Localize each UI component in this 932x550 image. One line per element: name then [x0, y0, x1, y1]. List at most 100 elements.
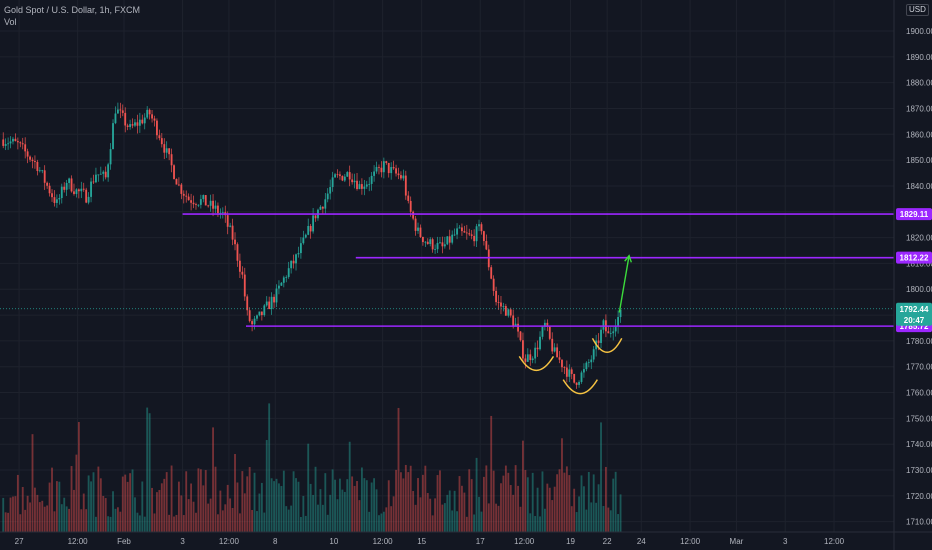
candle-body: [209, 200, 212, 206]
candle-body: [458, 227, 461, 229]
candle-body: [446, 236, 449, 245]
volume-bar: [156, 492, 158, 532]
candle-body: [46, 182, 49, 186]
candle-body: [73, 191, 75, 194]
volume-bar: [612, 478, 615, 532]
candle-body: [65, 182, 68, 190]
candle-body: [568, 369, 571, 377]
volume-bar: [163, 478, 166, 532]
volume-bar: [270, 478, 273, 532]
candle-body: [273, 296, 275, 303]
volume-bar: [490, 415, 493, 532]
candle-body: [517, 323, 519, 332]
volume-bar: [517, 485, 519, 532]
volume-bar: [187, 499, 190, 532]
price-tick-label: 1770.00: [906, 363, 932, 372]
horizontal-levels[interactable]: [0, 213, 894, 327]
candle-body: [204, 195, 207, 206]
volume-bar: [170, 465, 173, 532]
volume-bar: [121, 476, 124, 532]
candle-body: [29, 156, 31, 160]
candle-body: [180, 184, 183, 194]
volume-bar: [99, 478, 102, 532]
candle-body: [63, 186, 66, 190]
volume-bar: [180, 495, 183, 532]
candle-body: [500, 302, 502, 307]
candle-body: [580, 372, 583, 382]
candle-body: [197, 204, 200, 206]
time-tick-label: 27: [15, 537, 24, 546]
candle-body: [331, 177, 334, 188]
candle-body: [246, 296, 249, 311]
candle-body: [612, 331, 615, 334]
candle-body: [299, 243, 302, 254]
volume-bar: [458, 476, 461, 532]
volume-bar: [146, 407, 149, 532]
candle-body: [341, 175, 344, 181]
volume-bar: [563, 472, 566, 532]
volume-bar: [231, 507, 234, 532]
symbol-title[interactable]: Gold Spot / U.S. Dollar, 1h, FXCM: [4, 5, 141, 15]
candle-body: [570, 369, 573, 374]
candle-body: [177, 184, 180, 186]
time-tick-label: 12:00: [680, 537, 701, 546]
candle-body: [600, 329, 602, 343]
candle-body: [126, 125, 129, 127]
volume-bar: [343, 491, 346, 532]
volume-bar: [468, 469, 471, 532]
candle-body: [473, 235, 476, 242]
volume-bar: [209, 498, 212, 532]
currency-button[interactable]: USD: [906, 4, 929, 16]
volume-bar: [404, 464, 407, 532]
candle-body: [185, 195, 188, 197]
volume-bar: [131, 469, 134, 532]
volume-bar: [182, 515, 185, 532]
candle-body: [402, 175, 405, 179]
candle-body: [546, 322, 549, 327]
candle-body: [280, 282, 283, 286]
volume-bar: [282, 470, 285, 532]
candle-body: [585, 362, 588, 370]
candle-body: [512, 315, 515, 327]
time-tick-label: 19: [566, 537, 575, 546]
price-tick-label: 1750.00: [906, 414, 932, 423]
volume-bar: [500, 483, 502, 532]
candle-body: [448, 236, 451, 243]
candle-body: [285, 276, 288, 278]
volume-bar: [380, 513, 383, 532]
volume-bar: [387, 480, 390, 532]
volume-bar: [590, 502, 593, 532]
volume-bar: [417, 478, 419, 532]
candle-body: [502, 306, 505, 307]
candle-body: [551, 338, 554, 352]
price-tick-label: 1900.00: [906, 27, 932, 36]
candle-body: [302, 237, 305, 244]
candle-body: [43, 170, 46, 183]
volume-bar: [309, 483, 312, 532]
candle-body: [124, 112, 127, 126]
candle-body: [24, 144, 27, 152]
pattern-arc: [518, 355, 555, 372]
candle-body: [53, 197, 56, 203]
volume-bar: [268, 403, 271, 532]
volume-label[interactable]: Vol: [4, 17, 17, 27]
volume-bar: [236, 482, 239, 532]
volume-bar: [580, 475, 583, 532]
volume-bar: [463, 492, 466, 532]
candle-body: [131, 124, 134, 126]
volume-bar: [221, 510, 224, 532]
volume-bar: [46, 505, 49, 532]
volume-bar: [507, 472, 510, 532]
volume-bar: [31, 434, 34, 532]
candle-body: [256, 315, 258, 319]
candle-body: [441, 242, 444, 247]
candle-body: [70, 178, 73, 192]
volume-bar: [370, 482, 373, 532]
price-axis[interactable]: [894, 0, 932, 532]
candle-body: [129, 124, 132, 127]
candle-body: [258, 311, 261, 316]
candle-body: [329, 187, 332, 194]
volume-bar: [407, 472, 410, 532]
candle-body: [134, 122, 136, 126]
